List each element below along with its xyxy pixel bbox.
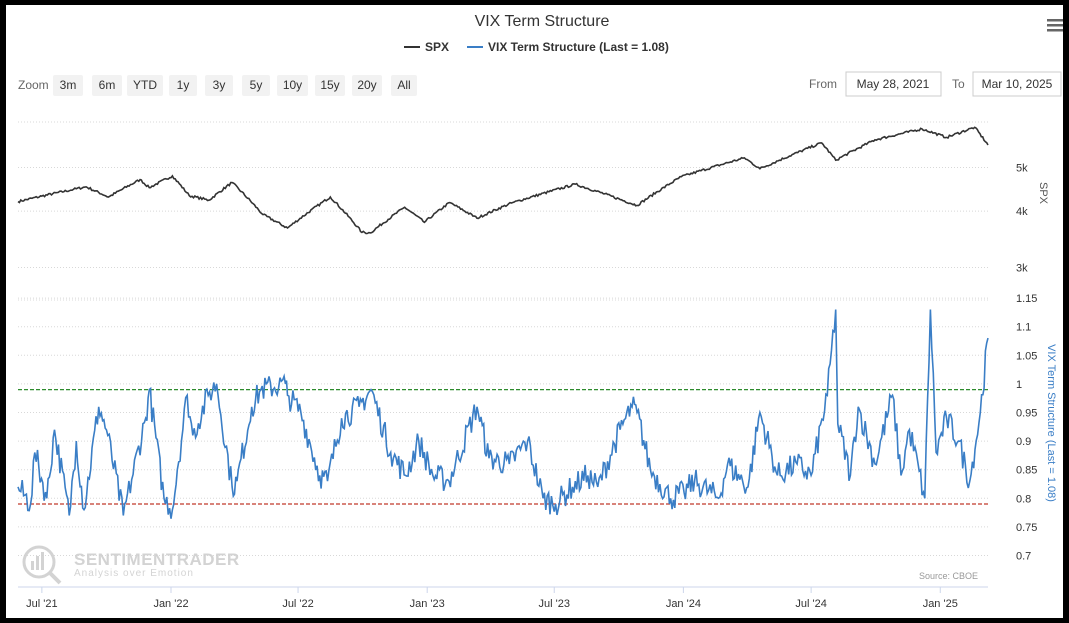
legend-item-spx[interactable]: SPX [404,40,449,54]
from-date-input[interactable]: May 28, 2021 [845,71,942,97]
vix-tick-label: 0.95 [1016,408,1037,420]
to-date-input[interactable]: Mar 10, 2025 [972,71,1062,97]
watermark: SENTIMENTRADER Analysis over Emotion [22,545,240,585]
x-tick-label: Jul '21 [26,598,57,610]
chart-title: VIX Term Structure [475,13,610,30]
chart-svg: VIX Term Structure SPX VIX Term Structur… [17,13,1063,610]
zoom-button-label: 5y [250,78,263,92]
zoom-button-bg [205,75,233,96]
zoom-button-bg [53,75,83,96]
vix-tick-label: 0.75 [1016,522,1037,534]
x-tick-label: Jan '25 [923,598,958,610]
zoom-button-label: All [397,78,410,92]
watermark-brand: SENTIMENTRADER [74,550,240,569]
x-tick-label: Jul '22 [282,598,313,610]
x-axis-ticks: Jul '21 Jan '22 Jul '22 Jan '23 Jul '23 Jan '… [26,587,958,610]
zoom-button-all[interactable]: All [391,75,417,96]
zoom-button-10y[interactable]: 10y [277,75,308,96]
zoom-button-label: 1y [177,78,190,92]
zoom-button-bg [352,75,382,96]
spx-axis-title: SPX [1037,182,1049,205]
x-tick-label: Jan '22 [153,598,188,610]
legend-item-vix[interactable]: VIX Term Structure (Last = 1.08) [467,40,669,54]
y-axis-ticks: 3k 4k 5k 0.7 0.75 0.8 0.85 0.9 0.95 1 1.05 1.1 1.15 [1016,163,1037,563]
zoom-button-bg [92,75,122,96]
vix-tick-label: 1.1 [1016,322,1031,334]
zoom-button-3y[interactable]: 3y [205,75,233,96]
to-date-box [972,71,1062,97]
zoom-button-1y[interactable]: 1y [169,75,197,96]
x-tick-label: Jan '23 [410,598,445,610]
legend-label-vix: VIX Term Structure (Last = 1.08) [488,40,669,54]
vix-tick-label: 1 [1016,379,1022,391]
zoom-button-label: 6m [99,78,116,92]
legend-label-spx: SPX [425,40,449,54]
zoom-buttons: 3m 6m YTD 1y 3y 5y 10y 15y 20y All [53,75,417,96]
zoom-button-label: 10y [283,78,302,92]
zoom-button-label: 3y [213,78,226,92]
source-credit: Source: CBOE [919,571,978,581]
to-date-value: Mar 10, 2025 [982,77,1053,91]
x-tick-label: Jul '24 [795,598,826,610]
zoom-button-bg [242,75,270,96]
series-layer [17,126,989,519]
zoom-button-ytd[interactable]: YTD [127,75,163,96]
zoom-button-6m[interactable]: 6m [92,75,122,96]
spx-tick-label: 5k [1016,163,1028,175]
zoom-button-label: 15y [320,78,339,92]
vix-tick-label: 1.05 [1016,350,1037,362]
from-label: From [809,77,837,91]
zoom-label: Zoom [18,78,49,92]
zoom-button-3m[interactable]: 3m [53,75,83,96]
zoom-button-20y[interactable]: 20y [352,75,382,96]
spx-tick-label: 4k [1016,206,1028,218]
spx-tick-label: 3k [1016,263,1028,275]
vix-axis-title: VIX Term Structure (Last = 1.08) [1045,344,1057,502]
hamburger-menu-icon[interactable] [1047,19,1063,32]
from-date-box [845,71,942,97]
zoom-button-label: 20y [357,78,376,92]
vix-tick-label: 1.15 [1016,293,1037,305]
spx-series-line [17,126,989,235]
watermark-tagline: Analysis over Emotion [74,568,194,579]
legend: SPX VIX Term Structure (Last = 1.08) [404,40,669,54]
zoom-button-bg [127,75,163,96]
zoom-button-bg [169,75,197,96]
chart-frame: VIX Term Structure SPX VIX Term Structur… [6,5,1063,618]
sentimentrader-logo-icon [22,545,62,585]
vix-tick-label: 0.8 [1016,493,1031,505]
vix-tick-label: 0.7 [1016,551,1031,563]
zoom-button-label: 3m [60,78,77,92]
zoom-button-bg [391,75,417,96]
zoom-button-15y[interactable]: 15y [315,75,345,96]
zoom-button-label: YTD [133,78,157,92]
zoom-button-5y[interactable]: 5y [242,75,270,96]
zoom-button-bg [277,75,308,96]
x-tick-label: Jul '23 [539,598,570,610]
zoom-button-bg [315,75,345,96]
to-label: To [952,77,965,91]
vix-term-structure-series-line [17,309,989,519]
vix-tick-label: 0.85 [1016,465,1037,477]
vix-tick-label: 0.9 [1016,436,1031,448]
from-date-value: May 28, 2021 [857,77,930,91]
x-tick-label: Jan '24 [666,598,701,610]
